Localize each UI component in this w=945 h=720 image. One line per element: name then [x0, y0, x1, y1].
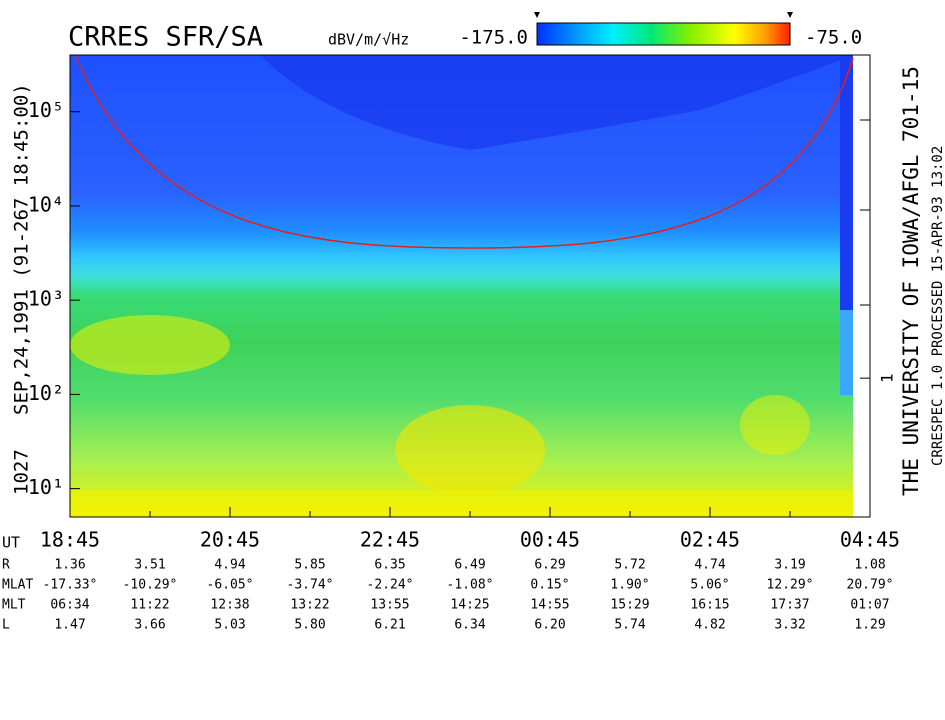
x-tick-label: 02:45	[680, 528, 740, 552]
ephemeris-value: 6.21	[374, 618, 405, 633]
y-tick-label: 10¹	[28, 475, 64, 499]
x-tick-label: 18:45	[40, 528, 100, 552]
colorbar-min: -175.0	[459, 27, 528, 49]
ephemeris-value: 3.51	[134, 558, 165, 573]
ephemeris-value: 1.47	[54, 618, 85, 633]
ephemeris-value: 13:22	[290, 598, 329, 613]
ephemeris-value: 1.08	[854, 558, 885, 573]
ephemeris-value: 5.85	[294, 558, 325, 573]
ephemeris-value: 12.29°	[767, 578, 814, 593]
ephemeris-value: -6.05°	[207, 578, 254, 593]
ephemeris-value: 6.29	[534, 558, 565, 573]
ephemeris-row-label: MLAT	[2, 578, 33, 593]
x-tick-label: 04:45	[840, 528, 900, 552]
ephemeris-value: 11:22	[130, 598, 169, 613]
y2-minor-ticks	[860, 119, 870, 306]
colorbar-marker	[534, 12, 540, 18]
colorbar	[536, 22, 791, 46]
ephemeris-value: -1.08°	[447, 578, 494, 593]
ephemeris-value: 4.94	[214, 558, 245, 573]
ephemeris-row-label: MLT	[2, 598, 26, 613]
colorbar-marker	[787, 12, 793, 18]
ephemeris-value: 06:34	[50, 598, 89, 613]
ephemeris-value: -3.74°	[287, 578, 334, 593]
ephemeris-value: 1.29	[854, 618, 885, 633]
ephemeris-value: 13:55	[370, 598, 409, 613]
colorbar-max: -75.0	[805, 27, 862, 49]
y-tick-label: 10³	[28, 287, 64, 311]
institution-label: THE UNIVERSITY OF IOWA/AFGL 701-15	[899, 66, 923, 496]
ephemeris-value: 3.32	[774, 618, 805, 633]
ephemeris-value: 12:38	[210, 598, 249, 613]
ephemeris-value: 3.66	[134, 618, 165, 633]
x-tick-label: 20:45	[200, 528, 260, 552]
y-tick-label: 10²	[28, 381, 64, 405]
ephemeris-row-label: R	[2, 558, 10, 573]
date-label: SEP,24,1991 (91-267 18:45:00)	[11, 83, 33, 415]
ephemeris-value: 15:29	[610, 598, 649, 613]
x-tick-label: 22:45	[360, 528, 420, 552]
ephemeris-row-label: L	[2, 618, 10, 633]
processing-label: CRRESPEC 1.0 PROCESSED 15-APR-93 13:02	[930, 146, 945, 466]
ephemeris-value: 5.03	[214, 618, 245, 633]
y-tick-label: 10⁵	[28, 98, 64, 122]
ephemeris-value: 14:55	[530, 598, 569, 613]
ephemeris-value: 17:37	[770, 598, 809, 613]
ephemeris-value: 01:07	[850, 598, 889, 613]
y-tick-label: 10⁴	[28, 192, 64, 216]
ephemeris-value: 4.74	[694, 558, 725, 573]
spectrogram	[70, 54, 854, 517]
orbit-label: 1027	[11, 449, 33, 495]
ephemeris-value: 5.72	[614, 558, 645, 573]
chart-title: CRRES SFR/SA	[68, 22, 263, 53]
ephemeris-value: 6.49	[454, 558, 485, 573]
ephemeris-value: 5.74	[614, 618, 645, 633]
ephemeris-value: -2.24°	[367, 578, 414, 593]
ephemeris-value: 14:25	[450, 598, 489, 613]
x-axis-label: UT	[2, 534, 20, 552]
ephemeris-value: 3.19	[774, 558, 805, 573]
ephemeris-value: 5.06°	[690, 578, 729, 593]
ephemeris-value: 16:15	[690, 598, 729, 613]
colorbar-unit: dBV/m/√Hz	[328, 31, 409, 49]
ephemeris-value: 1.36	[54, 558, 85, 573]
ephemeris-value: -17.33°	[43, 578, 98, 593]
ephemeris-value: 5.80	[294, 618, 325, 633]
ephemeris-value: 20.79°	[847, 578, 894, 593]
ephemeris-value: 1.90°	[610, 578, 649, 593]
y2-tick-label: 1	[878, 373, 897, 383]
ephemeris-value: 4.82	[694, 618, 725, 633]
ephemeris-value: 6.35	[374, 558, 405, 573]
ephemeris-value: 6.20	[534, 618, 565, 633]
ephemeris-value: -10.29°	[123, 578, 178, 593]
x-tick-label: 00:45	[520, 528, 580, 552]
ephemeris-value: 6.34	[454, 618, 485, 633]
ephemeris-value: 0.15°	[530, 578, 569, 593]
